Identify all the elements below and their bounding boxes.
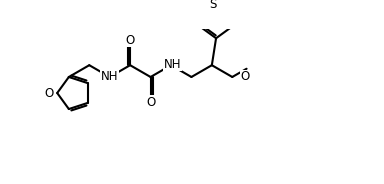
Text: O: O <box>45 86 54 100</box>
Text: O: O <box>241 70 250 84</box>
Text: S: S <box>210 0 217 11</box>
Text: NH: NH <box>164 58 181 71</box>
Text: O: O <box>126 34 135 47</box>
Text: O: O <box>146 96 155 109</box>
Text: NH: NH <box>101 70 118 84</box>
